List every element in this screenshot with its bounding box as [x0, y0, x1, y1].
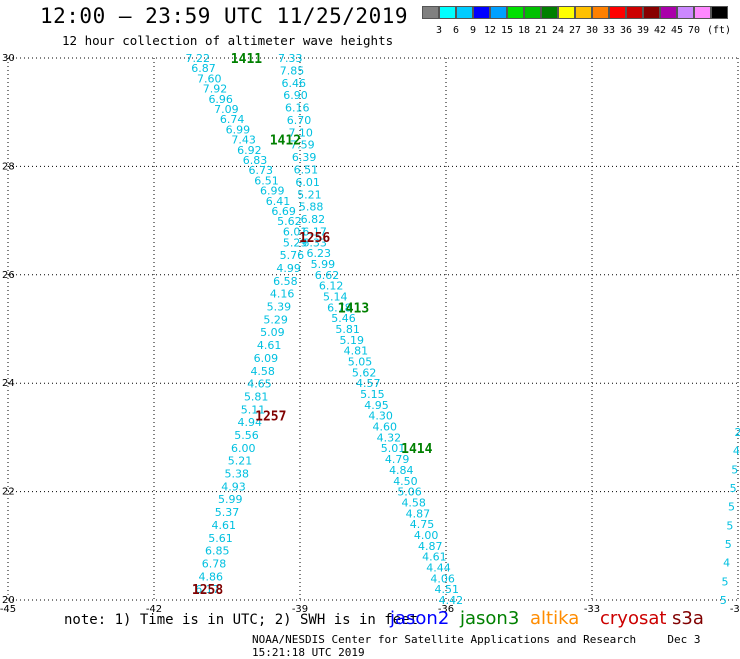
credit-text: NOAA/NESDIS Center for Satellite Applica… [252, 633, 636, 646]
pass-time-label: 1413 [338, 301, 369, 316]
wave-height-value: 5.81 [244, 390, 269, 403]
wave-height-value: 5.21 [297, 188, 322, 201]
wave-height-value: 5.61 [208, 532, 233, 545]
y-tick-label: 22 [2, 487, 15, 498]
wave-height-value: 5.21 [228, 455, 253, 468]
y-tick-label: 26 [2, 270, 15, 281]
x-tick-label: -33 [584, 604, 600, 615]
wave-height-value: 5.37 [215, 506, 240, 519]
y-tick-label: 24 [2, 378, 15, 389]
wave-height-value: 4.61 [212, 519, 237, 532]
wave-height-value: 5.38 [224, 468, 249, 481]
pass-time-label: 1258 [192, 583, 223, 598]
wave-height-value: 5.09 [260, 326, 285, 339]
pass-time-label: 1256 [299, 231, 330, 246]
wave-height-value: 6.01 [295, 176, 320, 189]
wave-height-value: 6.39 [292, 151, 317, 164]
y-tick-label: 20 [2, 595, 15, 606]
wave-height-value: 4.93 [221, 480, 246, 493]
wave-height-value: 6.70 [287, 114, 312, 127]
pass-time-label: 1412 [270, 133, 301, 148]
wave-height-value: 6.16 [285, 102, 310, 115]
wave-height-value: 5.76 [280, 249, 305, 262]
wave-height-value: 5 [731, 463, 738, 476]
wave-height-value: 5 [730, 482, 737, 495]
units-note: note: 1) Time is in UTC; 2) SWH is in fe… [64, 612, 418, 628]
wave-height-value: 4 [733, 445, 740, 458]
satellite-legend-item: jason2 [390, 608, 449, 629]
wave-height-value: 6.00 [231, 442, 256, 455]
wave-height-value: 5.99 [218, 493, 243, 506]
footer-credit: NOAA/NESDIS Center for Satellite Applica… [252, 633, 740, 659]
wave-height-value: 5 [728, 501, 735, 514]
satellite-legend-item: cryosat [600, 608, 666, 629]
satellite-legend-item: altika [530, 608, 579, 629]
wave-height-value: 4.99 [276, 262, 301, 275]
y-tick-label: 30 [2, 53, 15, 64]
wave-height-value: 5 [726, 519, 733, 532]
wave-height-value: 4.16 [270, 288, 295, 301]
wave-height-value: 4.86 [199, 570, 224, 583]
y-tick-label: 28 [2, 161, 15, 172]
wave-height-value: 6.09 [254, 352, 279, 365]
pass-time-label: 1414 [401, 442, 432, 457]
pass-time-label: 1257 [255, 410, 286, 425]
wave-height-value: 6.90 [283, 89, 308, 102]
satellite-legend-item: jason3 [460, 608, 519, 629]
wave-height-value: 4.42 [439, 594, 464, 607]
wave-height-value: 5 [725, 538, 732, 551]
wave-height-value: 6.46 [281, 77, 306, 90]
wave-height-value: 5.29 [263, 313, 288, 326]
wave-height-value: 5.56 [234, 429, 259, 442]
satellite-legend-item: s3a [672, 608, 704, 629]
wave-height-value: 6.51 [294, 163, 319, 176]
wave-height-value: 4 [723, 557, 730, 570]
wave-height-value: 5.39 [267, 301, 292, 314]
wave-height-value: 2 [735, 426, 740, 439]
wave-height-value: 4.61 [257, 339, 282, 352]
wave-height-value: 4.65 [247, 378, 272, 391]
wave-height-value: 6.58 [273, 275, 298, 288]
wave-height-value: 6.78 [202, 557, 227, 570]
wave-height-value: 6.85 [205, 545, 230, 558]
wave-height-value: 4.58 [250, 365, 275, 378]
wave-height-value: 6.82 [301, 213, 326, 226]
wave-height-value: 5 [722, 575, 729, 588]
pass-time-label: 1411 [231, 52, 262, 67]
wave-height-value: 5 [720, 594, 727, 607]
wave-height-value: 7.33 [278, 52, 303, 65]
wave-height-value: 7.85 [280, 64, 305, 77]
x-tick-label: -30 [730, 604, 740, 615]
wave-height-value: 5.88 [299, 201, 324, 214]
